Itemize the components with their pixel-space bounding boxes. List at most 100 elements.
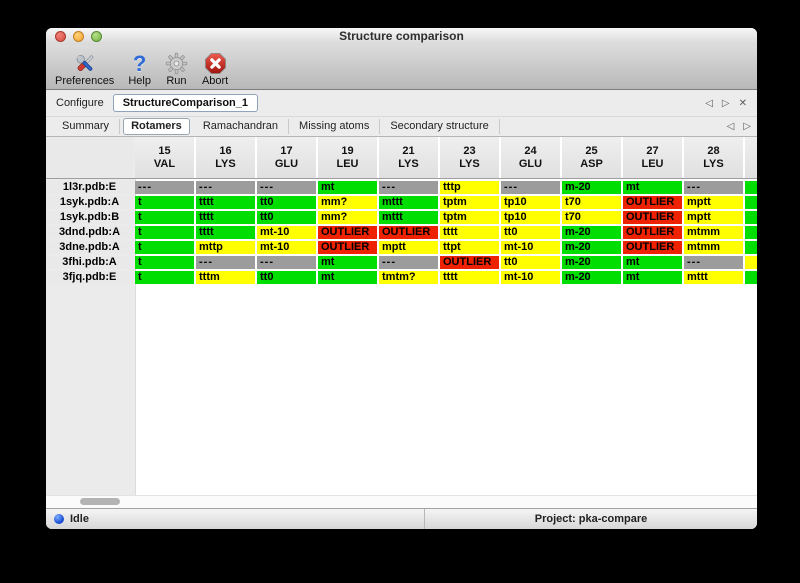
row-label[interactable]: 3dnd.pdb:A (46, 226, 133, 239)
grid-cell[interactable] (745, 226, 757, 239)
grid-cell[interactable]: tttt (196, 226, 255, 239)
row-label[interactable]: 3fhi.pdb:A (46, 256, 133, 269)
grid-cell[interactable]: mt (318, 181, 377, 194)
grid-cell[interactable]: tttt (440, 271, 499, 284)
grid-cell[interactable]: mt (318, 271, 377, 284)
grid-cell[interactable]: tt0 (501, 256, 560, 269)
minimize-window-button[interactable] (73, 31, 84, 42)
tab-missing-atoms[interactable]: Missing atoms (289, 119, 381, 134)
horizontal-scrollbar[interactable] (46, 495, 757, 508)
grid-cell[interactable]: mt (623, 271, 682, 284)
column-header[interactable]: 28 LYS (684, 137, 743, 178)
column-header[interactable]: 19 LEU (318, 137, 377, 178)
grid-cell[interactable]: t (135, 226, 194, 239)
grid-cell[interactable]: t (135, 241, 194, 254)
grid-cell[interactable]: mt (623, 256, 682, 269)
column-header[interactable]: 17 GLU (257, 137, 316, 178)
grid-cell[interactable]: tptm (440, 196, 499, 209)
grid-cell[interactable]: --- (196, 181, 255, 194)
grid-cell[interactable]: OUTLIER (623, 226, 682, 239)
grid-cell[interactable]: tttp (440, 181, 499, 194)
grid-cell[interactable]: mm? (318, 211, 377, 224)
grid-cell[interactable]: t (135, 256, 194, 269)
tabs-scroll-right-icon[interactable]: ▷ (743, 121, 751, 132)
grid-cell[interactable]: tmtm? (379, 271, 438, 284)
grid-cell[interactable]: mtmm (684, 241, 743, 254)
scroll-right-icon[interactable]: ▷ (721, 97, 730, 109)
grid-cell[interactable]: --- (257, 256, 316, 269)
grid-cell[interactable]: tp10 (501, 196, 560, 209)
zoom-window-button[interactable] (91, 31, 102, 42)
grid-cell[interactable]: t (135, 271, 194, 284)
grid-cell[interactable]: t (135, 211, 194, 224)
row-label[interactable]: 3fjq.pdb:E (46, 271, 133, 284)
grid-cell[interactable]: mt-10 (257, 241, 316, 254)
grid-cell[interactable] (745, 256, 757, 269)
grid-cell[interactable]: tt0 (257, 211, 316, 224)
abort-button[interactable]: Abort (202, 52, 228, 87)
grid-cell[interactable]: tptm (440, 211, 499, 224)
grid-cell[interactable]: OUTLIER (318, 241, 377, 254)
grid-cell[interactable]: OUTLIER (440, 256, 499, 269)
row-label[interactable]: 1syk.pdb:A (46, 196, 133, 209)
grid-cell[interactable]: tttt (440, 226, 499, 239)
grid-cell[interactable]: --- (257, 181, 316, 194)
column-header[interactable]: 27 LEU (623, 137, 682, 178)
grid-cell[interactable]: tt0 (257, 271, 316, 284)
grid-cell[interactable]: ttpt (440, 241, 499, 254)
grid-cell[interactable]: --- (501, 181, 560, 194)
grid-cell[interactable]: tt0 (257, 196, 316, 209)
grid-cell[interactable]: mptt (684, 196, 743, 209)
grid-cell[interactable]: --- (379, 256, 438, 269)
column-header[interactable]: 21 LYS (379, 137, 438, 178)
grid-cell[interactable]: OUTLIER (623, 241, 682, 254)
grid-cell[interactable]: mptt (379, 241, 438, 254)
grid-cell[interactable]: t70 (562, 196, 621, 209)
grid-cell[interactable]: m-20 (562, 226, 621, 239)
close-tab-icon[interactable]: ✕ (738, 97, 747, 109)
titlebar[interactable]: Structure comparison (46, 28, 757, 45)
grid-cell[interactable]: t70 (562, 211, 621, 224)
row-label[interactable]: 1l3r.pdb:E (46, 181, 133, 194)
grid-cell[interactable]: mptt (684, 211, 743, 224)
grid-cell[interactable] (745, 181, 757, 194)
grid-cell[interactable]: mtmm (684, 226, 743, 239)
column-header[interactable]: 25 ASP (562, 137, 621, 178)
scrollbar-thumb[interactable] (80, 498, 120, 505)
tab-ramachandran[interactable]: Ramachandran (193, 119, 290, 134)
grid-cell[interactable]: mt (623, 181, 682, 194)
close-window-button[interactable] (55, 31, 66, 42)
grid-cell[interactable]: mt-10 (257, 226, 316, 239)
grid-cell[interactable]: mttt (379, 211, 438, 224)
grid-cell[interactable]: mt (318, 256, 377, 269)
column-header[interactable]: 16 LYS (196, 137, 255, 178)
column-header[interactable]: 24 GLU (501, 137, 560, 178)
grid-cell[interactable]: tttm (196, 271, 255, 284)
grid-cell[interactable]: --- (379, 181, 438, 194)
grid-cell[interactable] (745, 271, 757, 284)
grid-cell[interactable]: t (135, 196, 194, 209)
grid-cell[interactable]: mttt (379, 196, 438, 209)
column-header[interactable]: 15 VAL (135, 137, 194, 178)
grid-cell[interactable]: OUTLIER (379, 226, 438, 239)
grid-cell[interactable]: --- (684, 181, 743, 194)
run-button[interactable]: Run (165, 52, 188, 87)
grid-cell[interactable] (745, 211, 757, 224)
column-header[interactable]: 23 LYS (440, 137, 499, 178)
grid-cell[interactable]: mt-10 (501, 241, 560, 254)
grid-cell[interactable]: OUTLIER (318, 226, 377, 239)
grid-cell[interactable]: tp10 (501, 211, 560, 224)
grid-cell[interactable]: --- (684, 256, 743, 269)
grid-cell[interactable]: OUTLIER (623, 196, 682, 209)
row-label[interactable]: 3dne.pdb:A (46, 241, 133, 254)
preferences-button[interactable]: Preferences (55, 52, 114, 87)
grid-cell[interactable]: OUTLIER (623, 211, 682, 224)
configure-tab[interactable]: StructureComparison_1 (112, 94, 259, 112)
tab-secondary-structure[interactable]: Secondary structure (380, 119, 500, 134)
grid-cell[interactable]: m-20 (562, 271, 621, 284)
grid-cell[interactable]: tt0 (501, 226, 560, 239)
grid-cell[interactable]: tttt (196, 211, 255, 224)
grid-cell[interactable]: m-20 (562, 241, 621, 254)
grid-cell[interactable] (745, 196, 757, 209)
help-button[interactable]: ? Help (128, 52, 151, 87)
